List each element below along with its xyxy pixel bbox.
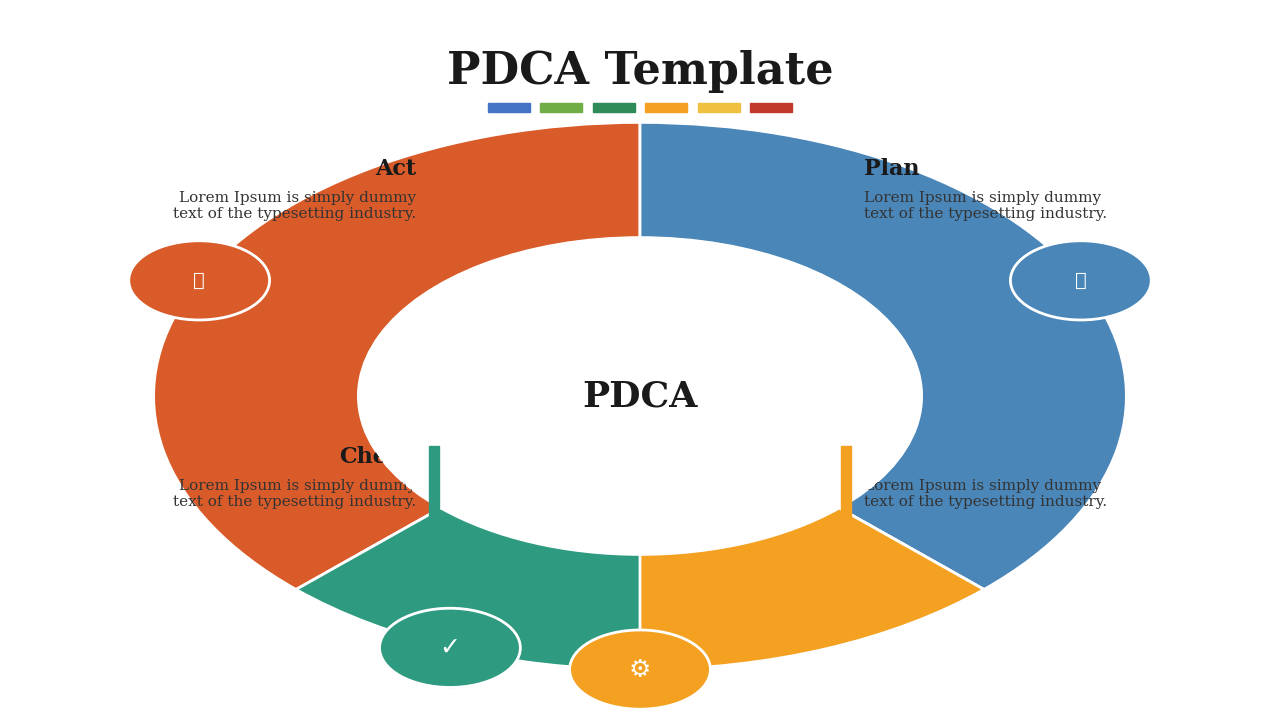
Text: Plan: Plan — [864, 158, 919, 181]
Bar — [841, 158, 851, 230]
Text: Lorem Ipsum is simply dummy
text of the typesetting industry.: Lorem Ipsum is simply dummy text of the … — [173, 479, 416, 509]
Text: 📊: 📊 — [193, 271, 205, 290]
Circle shape — [358, 238, 922, 554]
Bar — [488, 103, 530, 112]
Text: Lorem Ipsum is simply dummy
text of the typesetting industry.: Lorem Ipsum is simply dummy text of the … — [864, 479, 1107, 509]
Bar — [645, 103, 687, 112]
Circle shape — [129, 240, 270, 320]
Text: ✓: ✓ — [439, 636, 461, 660]
Text: ⚙: ⚙ — [628, 657, 652, 682]
Text: Act: Act — [375, 158, 416, 181]
Bar — [429, 446, 439, 518]
Text: Lorem Ipsum is simply dummy
text of the typesetting industry.: Lorem Ipsum is simply dummy text of the … — [173, 191, 416, 221]
Wedge shape — [640, 122, 1126, 590]
Bar — [593, 103, 635, 112]
Wedge shape — [154, 122, 640, 590]
Text: Check: Check — [339, 446, 416, 469]
Wedge shape — [640, 508, 984, 670]
Bar — [841, 446, 851, 518]
Circle shape — [380, 608, 521, 688]
Bar — [750, 103, 792, 112]
Text: 🎯: 🎯 — [1075, 271, 1087, 290]
Bar — [429, 158, 439, 230]
Text: PDCA: PDCA — [582, 379, 698, 413]
Wedge shape — [296, 508, 984, 670]
Bar — [540, 103, 582, 112]
Text: Lorem Ipsum is simply dummy
text of the typesetting industry.: Lorem Ipsum is simply dummy text of the … — [864, 191, 1107, 221]
Text: Do: Do — [864, 446, 899, 469]
Text: PDCA Template: PDCA Template — [447, 50, 833, 94]
Circle shape — [570, 630, 710, 709]
Circle shape — [1010, 240, 1151, 320]
Bar — [698, 103, 740, 112]
